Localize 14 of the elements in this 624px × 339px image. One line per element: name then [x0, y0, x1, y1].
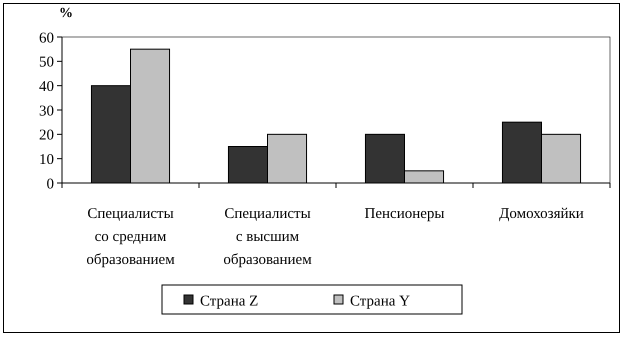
x-tick-label: Специалисты с высшим образованием: [223, 206, 312, 268]
y-tick-label: 30: [39, 103, 54, 120]
y-axis-title: %: [59, 6, 73, 21]
y-tick-label: 50: [39, 54, 54, 71]
y-tick-label: 60: [39, 30, 54, 46]
x-tick-label: Пенсионеры: [364, 206, 444, 222]
y-tick-label: 0: [46, 176, 54, 192]
x-tick-label: Домохозяйки: [499, 206, 584, 222]
legend-label: Страна Y: [350, 293, 410, 310]
y-tick-label: 20: [39, 128, 54, 144]
y-tick-label: 40: [39, 78, 54, 95]
legend-label: Страна Z: [200, 293, 258, 310]
x-tick-label: Специалисты со средним образованием: [86, 206, 176, 268]
y-tick-label: 10: [39, 152, 54, 168]
